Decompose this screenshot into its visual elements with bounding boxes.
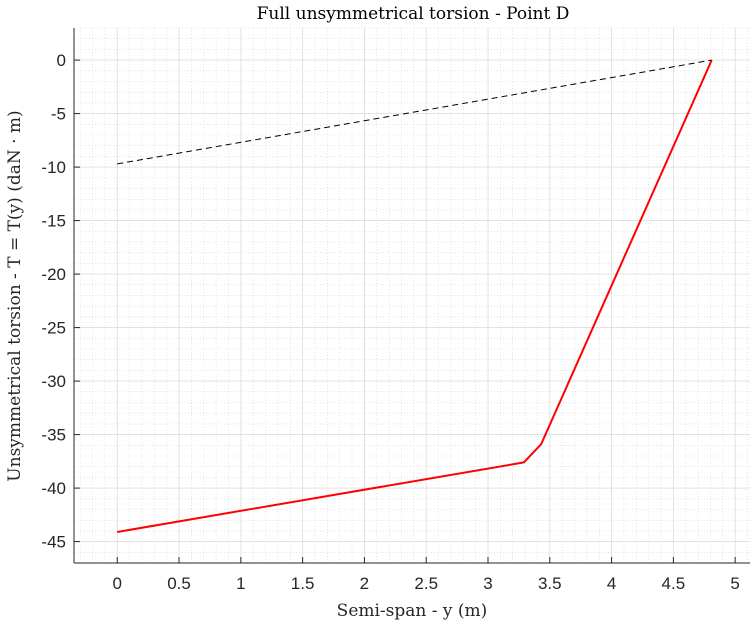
x-tick-label: 3 [483, 574, 492, 593]
x-tick-label: 5 [730, 574, 739, 593]
x-tick-label: 0 [113, 574, 122, 593]
y-tick-label: -35 [41, 426, 66, 445]
y-tick-label: -25 [41, 319, 66, 338]
y-tick-label: -40 [41, 479, 66, 498]
y-tick-label: -45 [41, 533, 66, 552]
x-axis-label: Semi-span - y (m) [337, 601, 488, 621]
axes-frame [73, 28, 750, 564]
y-tick-label: 0 [57, 51, 66, 70]
x-tick-label: 4 [607, 574, 616, 593]
x-tick-label: 1 [236, 574, 245, 593]
y-tick-label: -10 [41, 158, 66, 177]
y-tick-label: -5 [51, 105, 66, 124]
series-line-2 [117, 59, 712, 165]
x-tick-label: 2 [360, 574, 369, 593]
chart-title: Full unsymmetrical torsion - Point D [257, 4, 570, 24]
x-tick-label: 2.5 [414, 574, 438, 593]
y-tick-label: -30 [41, 372, 66, 391]
grid-lines [74, 27, 750, 564]
series-lines [117, 59, 713, 533]
y-axis-label: Unsymmetrical torsion - T = T(y) (daN · … [5, 110, 25, 481]
x-tick-label: 3.5 [538, 574, 562, 593]
y-tick-label: -15 [41, 212, 66, 231]
tick-labels: 0 0.5 1 1.5 2 2.5 3 3.5 4 4.5 5 0 -5 -10 -15 -20 -25 -30 -… [41, 51, 739, 593]
x-tick-label: 0.5 [167, 574, 191, 593]
x-tick-label: 1.5 [291, 574, 315, 593]
plot-area [74, 28, 750, 563]
series-line-1 [117, 59, 713, 533]
x-tick-label: 4.5 [662, 574, 686, 593]
y-tick-label: -20 [41, 265, 66, 284]
